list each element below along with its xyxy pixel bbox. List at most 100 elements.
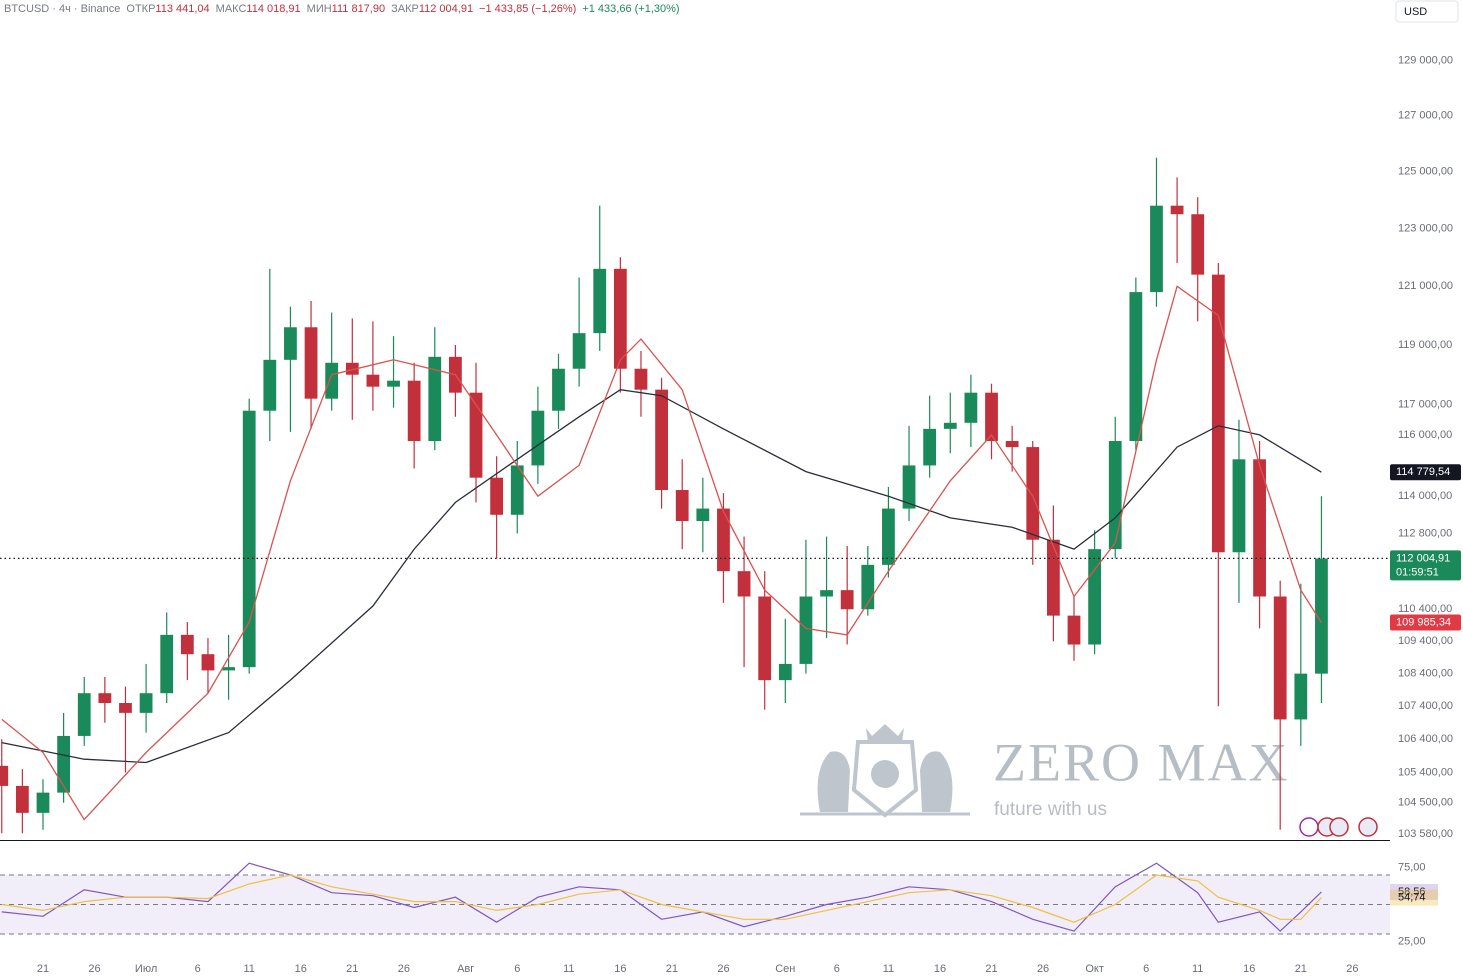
candle-body [531,410,545,466]
lion-right [920,751,953,812]
candle-body [1273,596,1287,720]
candle-body [263,359,277,411]
candle-body [222,667,235,671]
y-tick-label: 109 400,00 [1398,635,1453,647]
candle-body [284,327,297,360]
candle-body [77,693,91,736]
candle-body [1253,459,1266,597]
price-label: 114 779,54 [1396,466,1450,478]
candle-body [366,374,380,387]
candle-body [902,465,916,509]
candle-body [943,422,957,429]
shield [851,740,919,818]
crown [866,724,904,742]
price-label: 109 985,34 [1396,616,1451,628]
header-text: ЗАКР [391,3,419,15]
x-tick-label: 21 [37,963,49,975]
icon[interactable] [1329,817,1349,837]
watermark-tagline: future with us [994,799,1107,820]
y-tick-label: 107 400,00 [1398,700,1453,712]
price-label-box [1390,550,1461,581]
candle-body [1211,274,1225,553]
header-text: 112 004,91 [419,3,473,15]
bottom-icons [1299,817,1378,837]
y-tick-label: 119 000,00 [1398,339,1452,351]
rsi-value-label: 54,74 [1398,891,1426,903]
x-tick-label: 21 [666,963,678,975]
icon[interactable] [1358,817,1378,837]
x-tick-label: 16 [1243,963,1255,975]
candle-body [345,362,359,375]
y-tick-label: 108 400,00 [1398,668,1453,680]
candle-body [717,508,730,572]
candle-body [119,703,132,713]
x-tick-label: 11 [1192,963,1203,975]
candle-body [242,410,256,668]
y-tick-label: 123 000,00 [1398,222,1453,234]
candle-body [1294,673,1308,720]
x-tick-label: 6 [195,963,201,975]
y-tick-label: 117 000,00 [1398,399,1452,411]
candle-body [469,392,483,478]
rsi-value-box [1390,889,1438,906]
y-tick-label: 110 400,00 [1398,603,1452,615]
candle-body [387,380,400,387]
price-label-box [1390,614,1461,631]
y-tick-label: 103 580,00 [1398,828,1453,840]
candle-body [510,465,524,515]
header-text: ОТКР [126,3,155,15]
y-tick-label: 116 000,00 [1398,429,1452,441]
candle-body [1005,441,1019,448]
y-tick-label: 104 500,00 [1398,797,1453,809]
y-tick-label: 112 800,00 [1398,527,1452,539]
x-tick-label: 26 [398,963,410,975]
candle-body [696,508,710,522]
candle-body [572,333,586,369]
x-tick-label: 26 [1346,963,1358,975]
candle-body [490,477,504,515]
candle-body [613,268,627,369]
x-tick-label: 21 [985,963,997,975]
x-tick-label: 26 [88,963,100,975]
header-text: 113 441,04 [155,3,209,15]
x-tick-label: 11 [883,963,894,975]
candle-body [1232,459,1246,553]
header-text: BTCUSD · 4ч · Binance [4,3,120,15]
y-tick-label: 129 000,00 [1398,55,1453,67]
price-label-box [1390,464,1461,481]
candle-body [675,490,689,522]
lion-left [817,751,850,812]
y-tick-label: 106 400,00 [1398,733,1453,745]
x-tick-label: 16 [934,963,946,975]
candle-body [778,663,792,681]
x-tick-label: 21 [1295,963,1307,975]
x-tick-label: 11 [243,963,254,975]
price-countdown: 01:59:51 [1396,566,1439,578]
header-text: МИН [307,3,332,15]
candle-body [201,654,215,671]
candle-body [1170,205,1184,215]
header-text: +1 433,66 (+1,30%) [582,3,679,15]
header-text: 111 817,90 [332,3,385,15]
x-tick-label: Сен [775,963,795,975]
candle-body [1067,615,1081,645]
candle-body [1026,447,1040,540]
candle-body [737,571,751,597]
currency-box[interactable] [1395,0,1459,23]
rsi-value-box [1390,883,1438,900]
candle-body [964,392,978,423]
rsi-line [1,874,1322,923]
candle-body [593,268,607,334]
x-tick-label: Окт [1085,963,1104,975]
candle-body [407,380,421,442]
candle-body [985,392,998,442]
candle-body [98,693,112,704]
icon[interactable] [1299,817,1319,837]
candle-body [882,508,895,565]
candle-body [840,590,854,610]
candle-body [180,634,194,655]
candle-body [634,368,648,390]
candle-body [139,693,153,713]
candle-body [923,428,937,466]
y-tick-label: 127 000,00 [1398,110,1453,122]
